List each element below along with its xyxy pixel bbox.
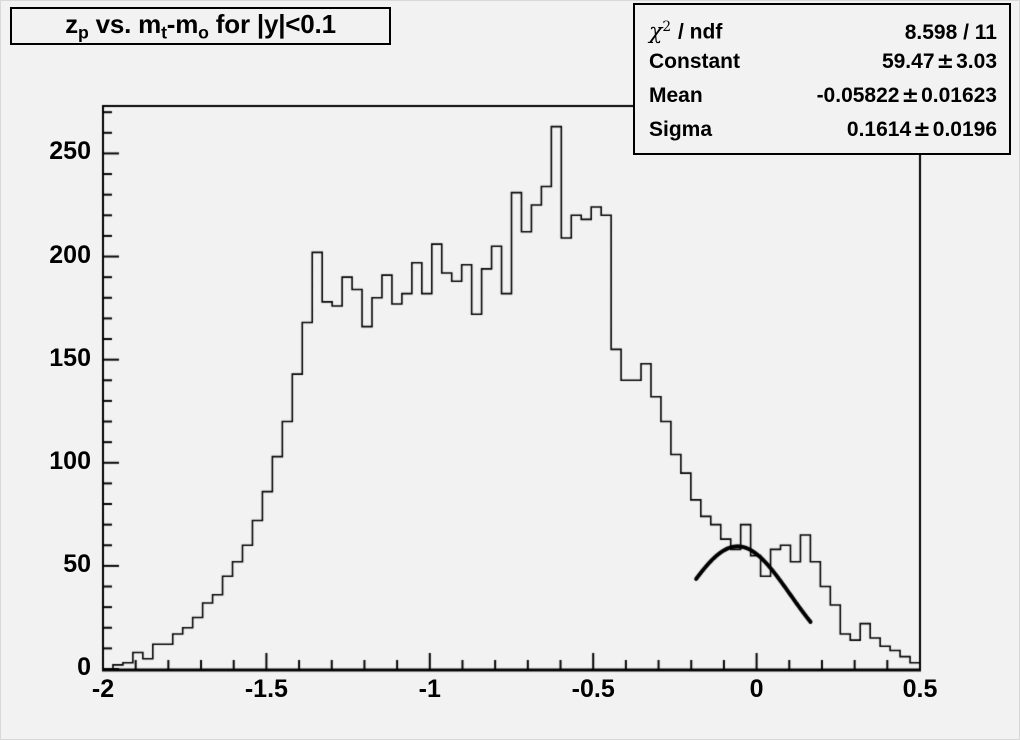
y-tick-label-0: 0 [77, 653, 91, 681]
stats-constant-error: 3.03 [956, 50, 997, 73]
stats-value-mean: -0.05822±0.01623 [817, 78, 997, 113]
x-tick-label-0: 0 [749, 675, 764, 703]
title-z: z [65, 8, 78, 39]
plot-title-box: zp vs. mt-mo for |y|<0.1 [10, 7, 391, 45]
stats-row-mean: Mean -0.05822±0.01623 [649, 78, 997, 112]
y-tick-label-100: 100 [49, 446, 91, 475]
stats-constant-value: 59.47 [881, 50, 935, 73]
y-tick-label-150: 150 [49, 343, 91, 372]
x-tick-label--1p5: -1.5 [244, 675, 288, 703]
x-tick-label--2: -2 [91, 675, 115, 703]
title-rapidity-cut: for |y|<0.1 [208, 8, 336, 39]
title-m-zero-subscript: o [198, 22, 209, 43]
stats-sigma-error: 0.0196 [932, 118, 997, 141]
x-tick-label--0p5: -0.5 [571, 675, 615, 703]
plus-minus-icon: ± [901, 83, 920, 107]
title-z-subscript: p [77, 22, 89, 43]
x-tick-label-0p5: 0.5 [902, 675, 938, 703]
stats-label-sigma: Sigma [649, 118, 713, 141]
stats-row-sigma: Sigma 0.1614±0.0196 [649, 112, 997, 146]
stats-sigma-value: 0.1614 [846, 118, 912, 141]
stats-label-constant: Constant [649, 50, 740, 73]
title-m-transverse: m [138, 8, 162, 39]
plot-title-text: zp vs. mt-mo for |y|<0.1 [65, 9, 336, 44]
fit-statistics-box: χ2 / ndf 8.598 / 11 Constant 59.47±3.03 … [633, 3, 1011, 155]
title-m-transverse-subscript: t [161, 22, 167, 43]
plus-minus-icon: ± [913, 117, 931, 141]
title-m-zero: m [175, 8, 199, 39]
stats-value-chi2: 8.598 / 11 [904, 20, 997, 44]
stats-label-mean: Mean [649, 84, 703, 107]
stats-row-constant: Constant 59.47±3.03 [649, 44, 997, 78]
stats-row-chi2: χ2 / ndf 8.598 / 11 [649, 10, 997, 45]
y-tick-label-250: 250 [49, 137, 91, 166]
stats-value-sigma: 0.1614±0.0196 [847, 112, 997, 147]
stats-mean-value: -0.05822 [816, 84, 900, 107]
y-tick-label-50: 50 [63, 549, 91, 578]
stats-mean-error: 0.01623 [921, 84, 997, 107]
stats-value-constant: 59.47±3.03 [882, 44, 997, 79]
plus-minus-icon: ± [936, 49, 955, 73]
title-vs: vs. [88, 8, 139, 39]
x-tick-label--1: -1 [418, 675, 441, 703]
y-tick-label-200: 200 [49, 240, 91, 269]
title-minus: - [166, 8, 176, 39]
stats-label-chi2: χ2 / ndf [649, 19, 723, 45]
